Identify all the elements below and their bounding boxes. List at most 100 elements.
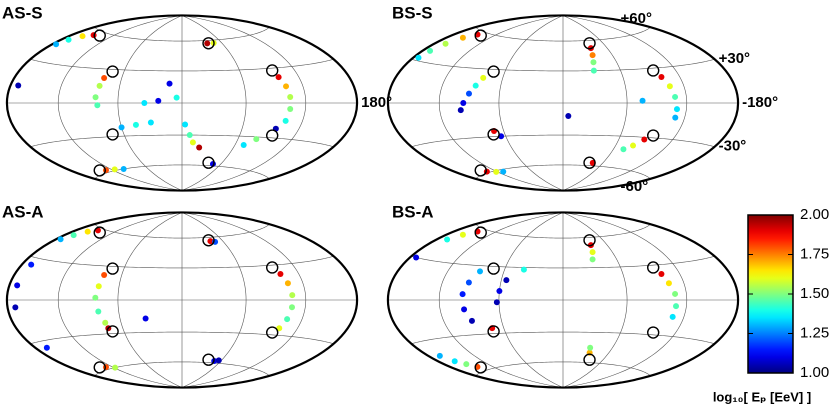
data-point <box>275 74 282 81</box>
map-outline <box>5 14 359 192</box>
parallel <box>30 58 334 72</box>
data-point <box>520 266 527 273</box>
map-outline <box>386 14 740 192</box>
data-point <box>587 344 594 351</box>
source-marker <box>474 164 487 177</box>
source-marker <box>93 226 106 239</box>
data-point <box>240 142 247 149</box>
x-tick-label: -180° <box>742 94 778 111</box>
data-point <box>111 166 118 173</box>
data-point <box>480 74 487 81</box>
data-point <box>460 100 467 106</box>
source-marker <box>106 65 119 78</box>
data-point <box>53 41 60 48</box>
data-point <box>120 165 127 172</box>
data-point <box>620 146 627 153</box>
data-point <box>43 344 50 351</box>
data-point <box>15 82 22 89</box>
data-point <box>413 254 420 261</box>
data-point <box>436 352 443 359</box>
data-point <box>669 313 676 320</box>
colorbar <box>747 214 794 374</box>
data-point <box>493 168 500 175</box>
data-point <box>155 97 162 104</box>
source-marker <box>487 325 500 338</box>
data-point <box>444 236 451 243</box>
data-point <box>673 106 680 113</box>
colorbar-label: log₁₀[ Eₚ [EeV] ] <box>713 389 811 404</box>
data-point <box>65 36 72 43</box>
data-point <box>639 97 646 104</box>
data-point <box>472 82 479 89</box>
data-point <box>147 119 154 126</box>
data-point <box>463 361 470 368</box>
data-point <box>493 299 500 306</box>
data-point <box>459 231 466 238</box>
source-marker <box>93 164 106 177</box>
data-point <box>92 294 99 301</box>
source-marker <box>266 326 279 339</box>
data-point <box>590 67 597 74</box>
data-point <box>589 52 596 59</box>
source-marker <box>647 326 660 339</box>
data-point <box>166 80 173 87</box>
data-point <box>204 40 211 47</box>
source-marker <box>202 234 215 247</box>
y-tick-label: -30° <box>719 138 747 155</box>
data-point <box>95 308 102 315</box>
data-point <box>79 33 86 40</box>
data-point <box>112 364 119 371</box>
data-point <box>288 304 295 311</box>
panel-title: AS-S <box>2 3 43 22</box>
data-point <box>101 271 108 278</box>
parallel <box>411 331 715 345</box>
source-marker <box>583 234 596 247</box>
source-marker <box>583 353 596 366</box>
data-point <box>282 117 289 124</box>
source-marker <box>647 261 660 274</box>
data-point <box>658 271 665 278</box>
parallel <box>30 331 334 345</box>
data-point <box>95 283 102 290</box>
colorbar-tick-label: 2.00 <box>800 206 829 223</box>
data-point <box>215 357 222 364</box>
data-point <box>500 168 507 175</box>
source-marker <box>266 261 279 274</box>
y-tick-label: +60° <box>621 10 652 27</box>
data-point <box>457 107 464 114</box>
map-panel <box>386 14 740 192</box>
source-marker <box>474 226 487 239</box>
data-point <box>468 317 475 324</box>
data-point <box>465 279 472 286</box>
source-marker <box>202 156 215 169</box>
parallel <box>411 134 715 148</box>
parallel <box>94 26 270 42</box>
data-point <box>477 268 484 275</box>
data-point <box>196 144 203 151</box>
data-point <box>415 54 422 61</box>
source-marker <box>647 64 660 77</box>
data-point <box>284 316 291 323</box>
map-panel <box>5 211 359 389</box>
data-point <box>12 304 19 311</box>
data-point <box>70 232 77 239</box>
data-point <box>101 74 108 81</box>
data-point <box>186 132 193 139</box>
data-point <box>442 40 449 47</box>
source-marker <box>106 262 119 275</box>
data-point <box>141 100 148 106</box>
data-point <box>287 106 294 113</box>
source-marker <box>202 37 215 50</box>
source-marker <box>106 128 119 141</box>
data-point <box>590 59 597 66</box>
data-point <box>459 34 466 41</box>
data-point <box>589 256 596 263</box>
data-point <box>289 292 296 299</box>
source-marker <box>93 361 106 374</box>
source-marker <box>583 156 596 169</box>
data-point <box>503 277 510 284</box>
data-point <box>102 319 109 326</box>
parallel <box>94 223 270 239</box>
data-point <box>565 112 572 119</box>
source-marker <box>266 129 279 142</box>
